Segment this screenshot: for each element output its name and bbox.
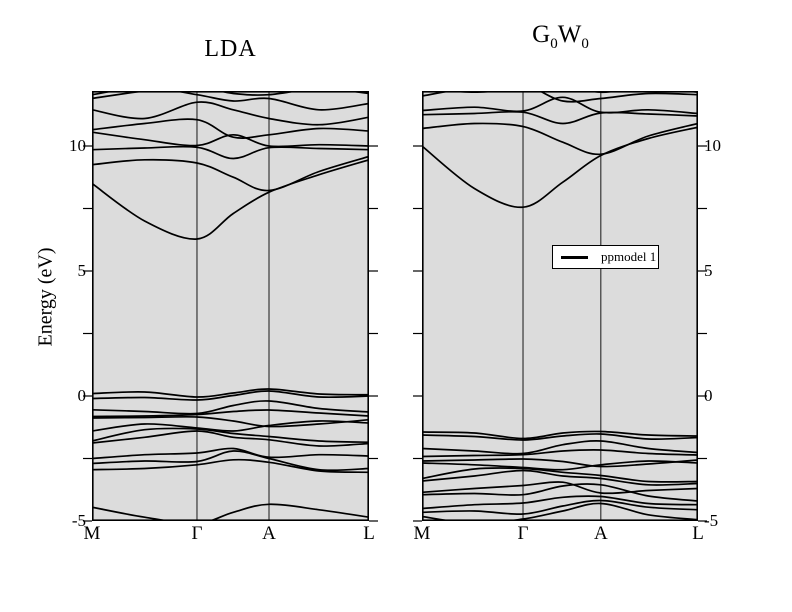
band-curve — [422, 110, 698, 125]
band-curve — [92, 415, 369, 428]
x-axis-kpoint-label: A — [593, 523, 608, 544]
band-curve — [92, 430, 369, 447]
band-curve — [92, 158, 369, 240]
band-curve — [92, 101, 369, 126]
band-curve — [92, 91, 369, 100]
title-w-sub: 0 — [581, 36, 589, 52]
band-curve — [92, 427, 369, 444]
band-plot-svg — [83, 91, 378, 522]
y-tick-label: 0 — [704, 386, 713, 405]
band-curve — [92, 155, 369, 192]
x-axis-kpoint-label: M — [83, 523, 101, 544]
legend-box: ppmodel 1 — [552, 245, 659, 269]
y-tick-label: 5 — [77, 261, 87, 280]
band-curve — [92, 503, 369, 521]
band-curve — [422, 430, 698, 440]
band-curve — [422, 481, 698, 495]
y-tick-label: 5 — [704, 261, 713, 280]
band-curve — [92, 91, 369, 111]
band-curve — [92, 145, 369, 160]
band-curve — [92, 400, 369, 415]
band-curve — [92, 420, 369, 432]
band-curve — [422, 433, 698, 441]
band-curve — [422, 126, 698, 209]
plot-border — [92, 91, 369, 521]
band-curve — [422, 502, 698, 521]
y-tick-label: 10 — [69, 136, 86, 155]
y-tick-label: 10 — [704, 136, 721, 155]
band-curve — [422, 460, 698, 471]
title-g-sub: 0 — [550, 36, 558, 52]
y-tick-label: -5 — [704, 511, 719, 530]
band-curve — [92, 388, 369, 398]
band-curve — [92, 409, 369, 418]
band-curve — [422, 440, 698, 455]
left-panel-title: LDA — [204, 36, 257, 62]
band-curve — [422, 91, 698, 103]
x-axis-kpoint-label: Γ — [191, 523, 203, 544]
band-curve — [422, 483, 698, 502]
band-curve — [92, 450, 369, 472]
x-axis-kpoint-label: Γ — [517, 523, 529, 544]
band-curve — [422, 449, 698, 458]
band-curve — [422, 467, 698, 483]
plot-border — [422, 91, 698, 521]
band-curve — [92, 118, 369, 139]
title-g: G — [532, 21, 551, 48]
bands-group — [422, 91, 698, 521]
lda-band-plot — [83, 91, 378, 522]
band-curve — [422, 495, 698, 510]
y-tick-label: -5 — [71, 511, 86, 530]
band-curve — [92, 447, 369, 460]
g0w0-band-plot — [413, 91, 707, 522]
x-axis-kpoint-label: M — [413, 523, 431, 544]
x-axis-kpoint-label: L — [692, 523, 704, 544]
right-panel-title: G0W0 — [422, 21, 699, 52]
y-tick-label: 0 — [77, 386, 87, 405]
plot-background — [92, 91, 369, 521]
x-axis-kpoint-label: A — [262, 523, 276, 544]
title-w: W — [557, 21, 582, 48]
band-plot-svg — [413, 91, 707, 522]
band-curve — [422, 499, 698, 515]
band-curve — [422, 458, 698, 468]
band-curve — [422, 469, 698, 486]
band-curve — [92, 458, 369, 474]
bands-group — [92, 91, 369, 521]
band-curve — [422, 122, 698, 156]
band-curve — [92, 390, 369, 401]
x-axis-kpoint-label: L — [363, 523, 375, 544]
legend-label: ppmodel 1 — [601, 249, 657, 264]
band-curve — [92, 131, 369, 148]
band-curve — [422, 96, 698, 115]
legend-line-sample — [561, 255, 588, 259]
